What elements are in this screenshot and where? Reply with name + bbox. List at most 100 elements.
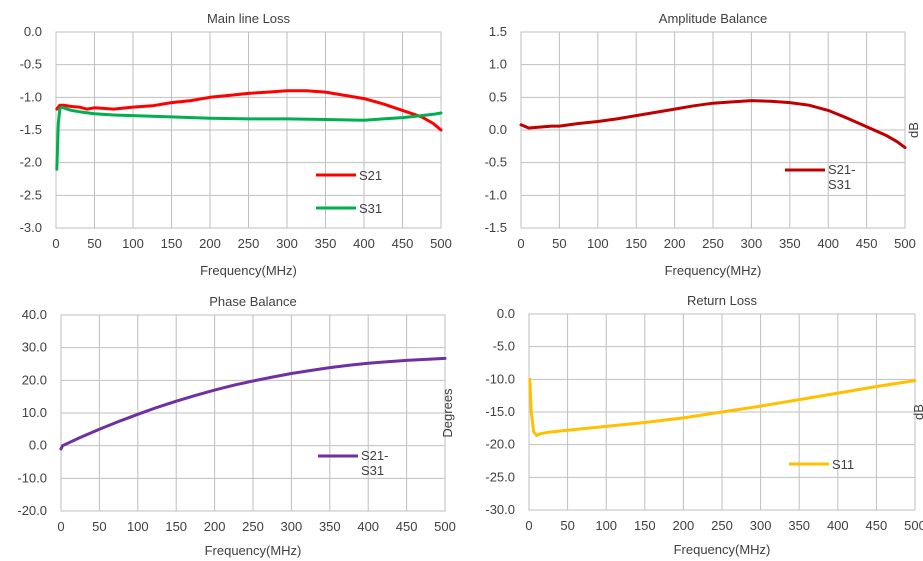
x-tick-label: 300 (750, 518, 772, 533)
x-tick-label: 450 (396, 519, 418, 534)
x-tick-label: 150 (634, 518, 656, 533)
x-tick-label: 100 (587, 236, 609, 251)
x-tick-label: 150 (625, 236, 647, 251)
y-tick-label: -1.0 (20, 89, 42, 104)
y-axis-label: dB (911, 404, 923, 420)
x-tick-label: 400 (357, 519, 379, 534)
y-tick-label: -0.5 (485, 155, 507, 170)
legend-label: S31 (828, 177, 851, 192)
x-tick-label: 300 (741, 236, 763, 251)
x-tick-label: 200 (199, 236, 221, 251)
y-tick-label: 0.0 (497, 306, 515, 321)
x-tick-label: 100 (595, 518, 617, 533)
chart-amplitude-balance: 0 50 100 150 200 250 300 350 400 450 500 1.5 1.0 0.5 0… (485, 11, 921, 278)
x-tick-label: 100 (127, 519, 149, 534)
y-tick-label: 0.0 (489, 122, 507, 137)
series-line-s21 (55, 89, 443, 132)
x-tick-label: 500 (434, 519, 456, 534)
y-tick-label: -5.0 (493, 339, 515, 354)
y-tick-label: -20.0 (17, 503, 47, 518)
y-tick-label: 0.0 (29, 438, 47, 453)
y-tick-label: -10.0 (485, 371, 515, 386)
x-tick-label: 450 (866, 518, 888, 533)
y-tick-label: -1.5 (485, 220, 507, 235)
x-tick-label: 400 (817, 236, 839, 251)
y-tick-label: 30.0 (22, 340, 47, 355)
x-tick-label: 0 (525, 518, 532, 533)
y-axis-label: Degrees (440, 388, 455, 438)
x-tick-label: 300 (281, 519, 303, 534)
x-tick-label: 100 (122, 236, 144, 251)
y-tick-label: -1.5 (20, 122, 42, 137)
chart-title: Main line Loss (207, 11, 291, 26)
chart-phase-balance: 0 50 100 150 200 250 300 350 400 450 500 40.0 30.0 20… (17, 294, 456, 558)
legend-label: S11 (832, 457, 854, 472)
x-tick-label: 50 (560, 518, 574, 533)
y-tick-label: 1.0 (489, 57, 507, 72)
x-tick-label: 150 (165, 519, 187, 534)
y-tick-label: -30.0 (485, 502, 515, 517)
x-tick-label: 250 (242, 519, 264, 534)
chart-return-loss: 0 50 100 150 200 250 300 350 400 450 500 0.0 -5.0 -10… (485, 293, 923, 557)
y-tick-label: -10.0 (17, 470, 47, 485)
y-tick-label: 0.5 (489, 89, 507, 104)
series-line-s31 (55, 105, 443, 171)
chart-title: Phase Balance (209, 294, 296, 309)
x-tick-label: 200 (673, 518, 695, 533)
y-tick-label: 1.5 (489, 24, 507, 39)
legend-label: S31 (361, 463, 384, 478)
x-tick-label: 500 (904, 518, 923, 533)
y-tick-label: -20.0 (485, 437, 515, 452)
y-tick-label: 20.0 (22, 372, 47, 387)
x-tick-label: 500 (430, 236, 452, 251)
x-tick-label: 250 (711, 518, 733, 533)
x-axis-label: Frequency(MHz) (665, 263, 762, 278)
y-tick-label: -0.5 (20, 57, 42, 72)
x-tick-label: 300 (276, 236, 298, 251)
chart-title: Return Loss (687, 293, 758, 308)
y-tick-label: -15.0 (485, 404, 515, 419)
legend-label: S21- (828, 162, 855, 177)
x-tick-label: 0 (52, 236, 59, 251)
x-tick-label: 450 (392, 236, 414, 251)
y-tick-label: -1.0 (485, 187, 507, 202)
y-tick-label: -3.0 (20, 220, 42, 235)
x-tick-label: 0 (517, 236, 524, 251)
chart-main-line-loss: 0 50 100 150 200 250 300 350 400 450 500 0.0 -0.5 -1.… (20, 11, 452, 278)
y-tick-label: 40.0 (22, 307, 47, 322)
x-tick-label: 250 (238, 236, 260, 251)
x-tick-label: 400 (827, 518, 849, 533)
y-tick-label: -2.5 (20, 187, 42, 202)
x-tick-label: 0 (57, 519, 64, 534)
x-tick-label: 350 (319, 519, 341, 534)
y-tick-label: -2.0 (20, 155, 42, 170)
series-line-s21-s31 (519, 99, 907, 150)
x-tick-label: 350 (315, 236, 337, 251)
y-tick-label: -25.0 (485, 469, 515, 484)
legend-label: S21- (361, 448, 388, 463)
x-tick-label: 350 (788, 518, 810, 533)
x-axis-label: Frequency(MHz) (205, 543, 302, 558)
x-tick-label: 50 (87, 236, 101, 251)
x-tick-label: 450 (856, 236, 878, 251)
x-axis-label: Frequency(MHz) (200, 263, 297, 278)
x-tick-label: 500 (894, 236, 916, 251)
x-tick-label: 400 (353, 236, 375, 251)
x-tick-label: 50 (552, 236, 566, 251)
legend-label: S31 (359, 201, 382, 216)
x-axis-label: Frequency(MHz) (674, 542, 771, 557)
series-line-s11 (528, 377, 917, 437)
x-tick-label: 150 (161, 236, 183, 251)
legend-label: S21 (359, 168, 382, 183)
x-tick-label: 350 (779, 236, 801, 251)
chart-title: Amplitude Balance (659, 11, 767, 26)
y-tick-label: 10.0 (22, 405, 47, 420)
x-tick-label: 200 (204, 519, 226, 534)
x-tick-label: 250 (702, 236, 724, 251)
series-line-s21-s31 (59, 356, 447, 451)
x-tick-label: 50 (92, 519, 106, 534)
y-axis-label: dB (906, 122, 921, 138)
x-tick-label: 200 (664, 236, 686, 251)
y-tick-label: 0.0 (24, 24, 42, 39)
